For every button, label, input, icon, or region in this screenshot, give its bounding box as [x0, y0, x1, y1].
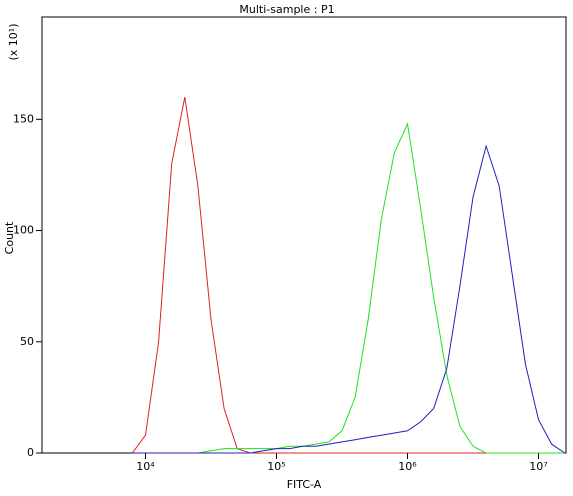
y-tick-label: 100: [13, 224, 34, 237]
x-tick-label: 10⁶: [398, 460, 417, 473]
x-tick-label: 10⁴: [136, 460, 155, 473]
series-line: [132, 122, 565, 454]
y-tick-label: 0: [27, 446, 34, 459]
y-unit-label: (x 10¹): [7, 24, 20, 61]
y-tick-label: 50: [20, 335, 34, 348]
x-axis-label: FITC-A: [287, 478, 322, 491]
plot-frame: [41, 16, 567, 454]
series-line: [131, 97, 565, 454]
chart-title: Multi-sample : P1: [239, 3, 334, 16]
x-tick-label: 10⁷: [529, 460, 547, 473]
y-tick-label: 150: [13, 112, 34, 125]
y-axis-label: Count: [3, 221, 16, 254]
series-line: [132, 144, 565, 454]
x-tick-label: 10⁵: [267, 460, 285, 473]
